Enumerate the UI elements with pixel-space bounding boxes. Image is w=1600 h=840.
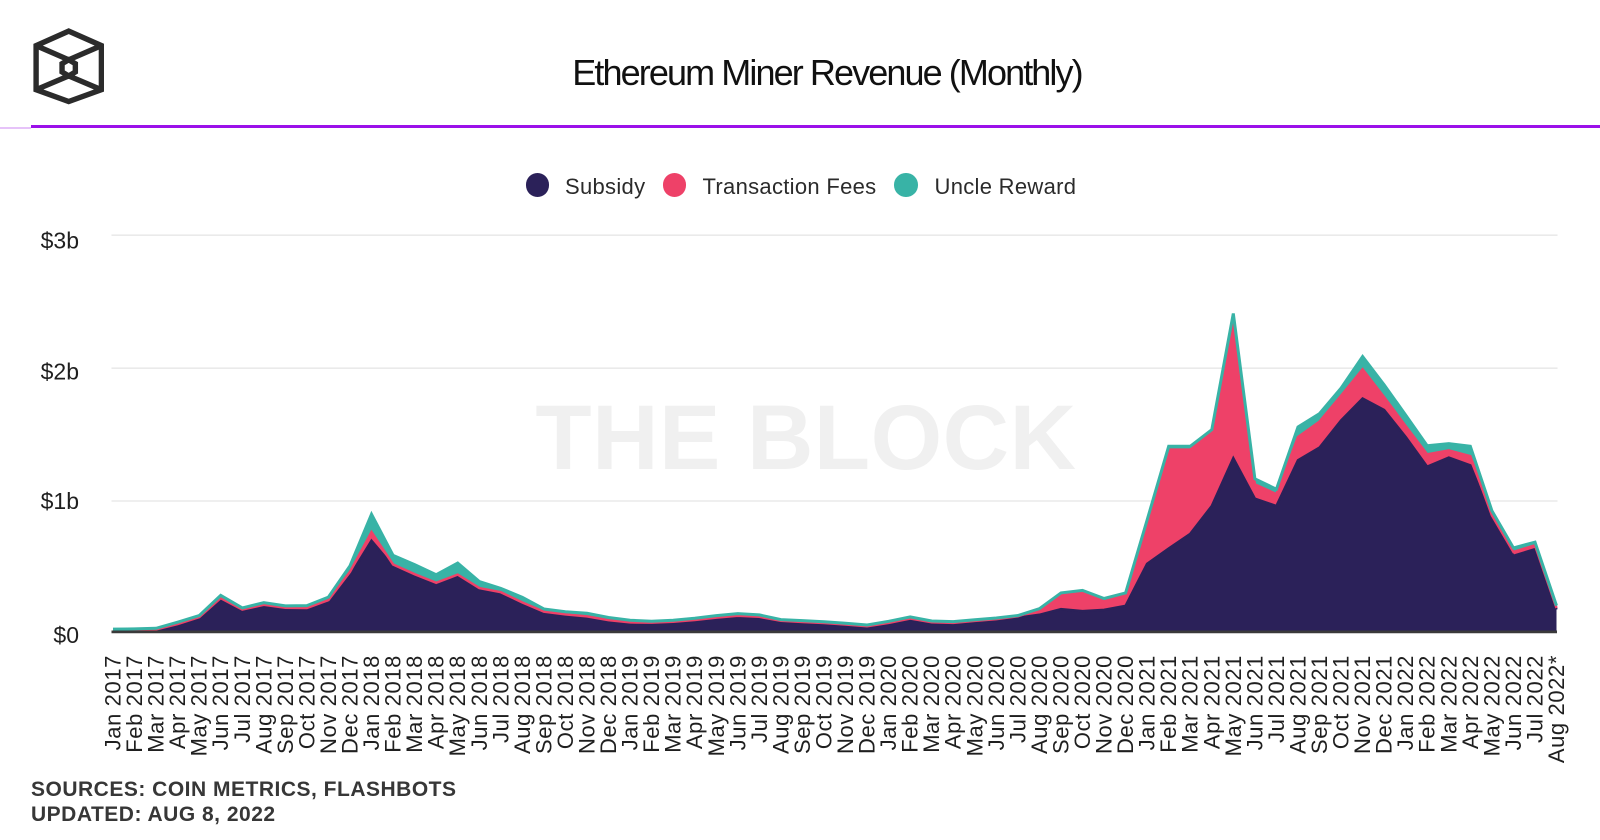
svg-text:Jan 2020: Jan 2020 — [876, 655, 901, 750]
svg-text:May 2019: May 2019 — [704, 655, 729, 756]
svg-text:Mar 2022: Mar 2022 — [1436, 655, 1461, 753]
svg-text:Nov 2017: Nov 2017 — [316, 655, 341, 754]
svg-text:Jun 2018: Jun 2018 — [467, 655, 492, 750]
svg-text:Jul 2018: Jul 2018 — [488, 655, 513, 743]
svg-text:Aug 2017: Aug 2017 — [251, 655, 276, 754]
svg-text:Jun 2019: Jun 2019 — [725, 655, 750, 750]
svg-text:Mar 2021: Mar 2021 — [1178, 655, 1203, 753]
svg-text:Apr 2020: Apr 2020 — [941, 655, 966, 749]
svg-text:Mar 2019: Mar 2019 — [661, 655, 686, 753]
svg-text:Sep 2019: Sep 2019 — [790, 655, 815, 754]
svg-text:$3b: $3b — [41, 227, 79, 253]
svg-text:Nov 2018: Nov 2018 — [575, 655, 600, 754]
svg-text:Feb 2022: Feb 2022 — [1415, 655, 1440, 753]
svg-text:Jan 2022: Jan 2022 — [1393, 655, 1418, 750]
svg-text:Aug 2022*: Aug 2022* — [1544, 655, 1569, 763]
svg-text:Dec 2017: Dec 2017 — [338, 655, 363, 754]
svg-text:Sep 2020: Sep 2020 — [1049, 655, 1074, 754]
svg-text:Oct 2017: Oct 2017 — [294, 655, 319, 749]
svg-text:Jun 2021: Jun 2021 — [1242, 655, 1267, 750]
svg-text:Feb 2019: Feb 2019 — [639, 655, 664, 753]
svg-text:Jan 2018: Jan 2018 — [359, 655, 384, 750]
svg-text:Apr 2021: Apr 2021 — [1199, 655, 1224, 749]
svg-text:May 2017: May 2017 — [187, 655, 212, 756]
svg-text:Jan 2021: Jan 2021 — [1135, 655, 1160, 750]
svg-text:Dec 2020: Dec 2020 — [1113, 655, 1138, 754]
svg-text:$2b: $2b — [41, 358, 79, 384]
svg-text:Mar 2018: Mar 2018 — [402, 655, 427, 753]
svg-text:Apr 2017: Apr 2017 — [165, 655, 190, 749]
svg-text:Nov 2019: Nov 2019 — [833, 655, 858, 754]
svg-text:Feb 2021: Feb 2021 — [1156, 655, 1181, 753]
svg-text:Sep 2021: Sep 2021 — [1307, 655, 1332, 754]
svg-text:Oct 2019: Oct 2019 — [812, 655, 837, 749]
svg-text:Feb 2020: Feb 2020 — [898, 655, 923, 753]
svg-text:Feb 2018: Feb 2018 — [381, 655, 406, 753]
svg-text:Jan 2019: Jan 2019 — [618, 655, 643, 750]
svg-text:Dec 2019: Dec 2019 — [855, 655, 880, 754]
svg-text:Sep 2018: Sep 2018 — [531, 655, 556, 754]
svg-text:Feb 2017: Feb 2017 — [122, 655, 147, 753]
svg-text:$1b: $1b — [41, 488, 79, 514]
svg-text:Dec 2021: Dec 2021 — [1372, 655, 1397, 754]
svg-text:Jul 2022: Jul 2022 — [1523, 655, 1548, 743]
svg-text:Aug 2019: Aug 2019 — [768, 655, 793, 754]
svg-text:Apr 2018: Apr 2018 — [424, 655, 449, 749]
svg-text:Jun 2017: Jun 2017 — [208, 655, 233, 750]
svg-text:Apr 2022: Apr 2022 — [1458, 655, 1483, 749]
svg-text:Jun 2022: Jun 2022 — [1501, 655, 1526, 750]
svg-text:Jul 2021: Jul 2021 — [1264, 655, 1289, 743]
svg-text:Dec 2018: Dec 2018 — [596, 655, 621, 754]
svg-text:Jan 2017: Jan 2017 — [101, 655, 126, 750]
svg-text:Oct 2018: Oct 2018 — [553, 655, 578, 749]
svg-text:May 2021: May 2021 — [1221, 655, 1246, 756]
svg-text:Nov 2021: Nov 2021 — [1350, 655, 1375, 754]
svg-text:Mar 2017: Mar 2017 — [144, 655, 169, 753]
svg-text:Oct 2020: Oct 2020 — [1070, 655, 1095, 749]
svg-text:Aug 2021: Aug 2021 — [1286, 655, 1311, 754]
svg-text:May 2018: May 2018 — [445, 655, 470, 756]
svg-text:May 2020: May 2020 — [962, 655, 987, 756]
svg-text:Jul 2017: Jul 2017 — [230, 655, 255, 743]
svg-text:Aug 2018: Aug 2018 — [510, 655, 535, 754]
svg-text:Apr 2019: Apr 2019 — [682, 655, 707, 749]
svg-text:Jul 2019: Jul 2019 — [747, 655, 772, 743]
svg-text:Sep 2017: Sep 2017 — [273, 655, 298, 754]
svg-text:Jul 2020: Jul 2020 — [1005, 655, 1030, 743]
svg-text:Oct 2021: Oct 2021 — [1329, 655, 1354, 749]
svg-text:Mar 2020: Mar 2020 — [919, 655, 944, 753]
svg-text:$0: $0 — [53, 622, 79, 648]
svg-text:May 2022: May 2022 — [1479, 655, 1504, 756]
svg-text:Jun 2020: Jun 2020 — [984, 655, 1009, 750]
svg-text:Nov 2020: Nov 2020 — [1092, 655, 1117, 754]
svg-text:Aug 2020: Aug 2020 — [1027, 655, 1052, 754]
